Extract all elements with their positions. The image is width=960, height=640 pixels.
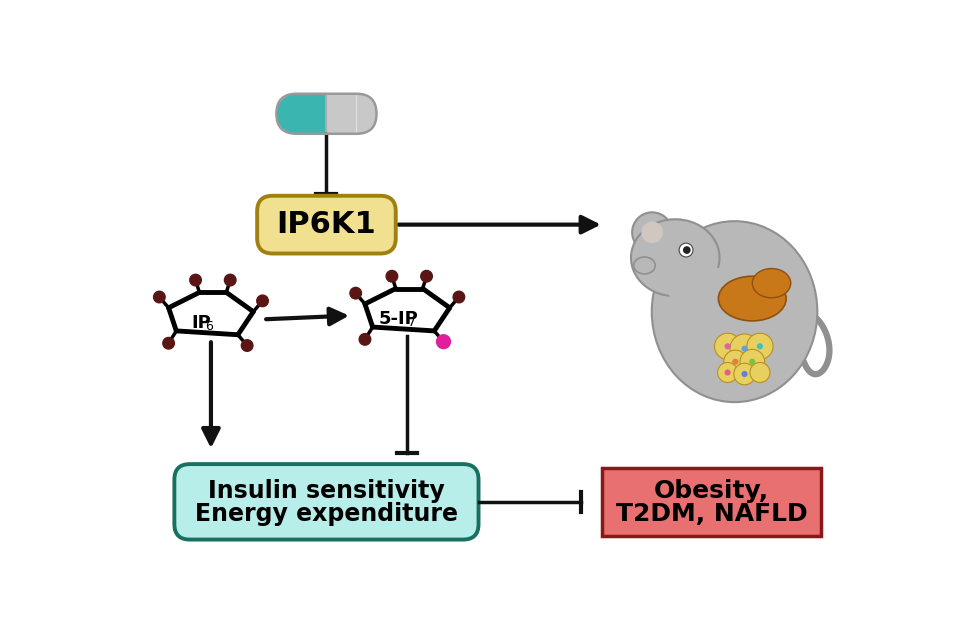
Bar bbox=[326, 93, 356, 134]
Text: Insulin sensitivity: Insulin sensitivity bbox=[208, 479, 444, 503]
Circle shape bbox=[732, 358, 738, 365]
Circle shape bbox=[741, 346, 748, 352]
Text: 6: 6 bbox=[205, 320, 213, 333]
Circle shape bbox=[632, 212, 672, 252]
Text: IP: IP bbox=[192, 314, 211, 332]
Circle shape bbox=[718, 362, 737, 383]
Ellipse shape bbox=[669, 266, 738, 319]
Ellipse shape bbox=[718, 276, 786, 321]
Circle shape bbox=[241, 340, 252, 351]
Circle shape bbox=[163, 337, 175, 349]
Circle shape bbox=[756, 343, 763, 349]
Circle shape bbox=[190, 275, 202, 286]
FancyBboxPatch shape bbox=[602, 468, 821, 536]
Circle shape bbox=[641, 221, 663, 243]
Text: T2DM, NAFLD: T2DM, NAFLD bbox=[615, 502, 807, 526]
Circle shape bbox=[359, 333, 371, 345]
Circle shape bbox=[453, 291, 465, 303]
Circle shape bbox=[750, 362, 770, 383]
Text: 5-IP: 5-IP bbox=[378, 310, 418, 328]
Circle shape bbox=[725, 343, 731, 349]
Ellipse shape bbox=[631, 220, 720, 296]
Wedge shape bbox=[356, 93, 376, 134]
Ellipse shape bbox=[652, 221, 817, 402]
Circle shape bbox=[683, 246, 690, 254]
FancyBboxPatch shape bbox=[257, 196, 396, 253]
Text: IP6K1: IP6K1 bbox=[276, 210, 376, 239]
Circle shape bbox=[350, 287, 362, 299]
Circle shape bbox=[725, 369, 731, 376]
Circle shape bbox=[733, 364, 756, 385]
Text: 7: 7 bbox=[408, 316, 416, 329]
Bar bbox=[297, 93, 326, 134]
Circle shape bbox=[420, 271, 432, 282]
Circle shape bbox=[749, 358, 756, 365]
Circle shape bbox=[154, 291, 165, 303]
Wedge shape bbox=[276, 93, 297, 134]
Circle shape bbox=[679, 243, 693, 257]
Ellipse shape bbox=[753, 269, 791, 298]
Circle shape bbox=[730, 334, 759, 364]
Circle shape bbox=[741, 371, 748, 377]
Circle shape bbox=[256, 295, 268, 307]
Circle shape bbox=[747, 333, 773, 360]
Circle shape bbox=[740, 349, 764, 374]
Circle shape bbox=[724, 350, 747, 373]
Ellipse shape bbox=[634, 257, 656, 274]
Circle shape bbox=[714, 333, 741, 360]
Circle shape bbox=[225, 275, 236, 286]
Circle shape bbox=[437, 335, 450, 349]
Text: Energy expenditure: Energy expenditure bbox=[195, 502, 458, 526]
Circle shape bbox=[386, 271, 397, 282]
FancyBboxPatch shape bbox=[175, 464, 478, 540]
Text: Obesity,: Obesity, bbox=[654, 479, 769, 503]
